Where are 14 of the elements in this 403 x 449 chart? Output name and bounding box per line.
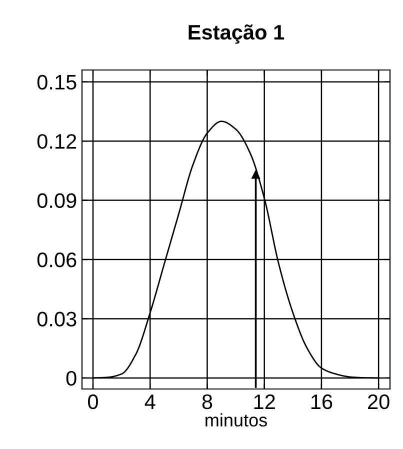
x-tick-label: 8 — [202, 394, 212, 410]
y-tick-label: 0.03 — [37, 312, 76, 326]
chart-title: Estação 1 — [188, 24, 284, 44]
x-axis-title: minutos — [206, 413, 267, 427]
y-tick-label: 0.12 — [37, 134, 76, 149]
y-tick-label: 0.09 — [37, 193, 76, 208]
y-tick-label: 0.06 — [37, 252, 76, 268]
x-tick-label: 16 — [311, 394, 332, 410]
y-tick-label: 0 — [66, 370, 76, 386]
y-tick-label: 0.15 — [37, 74, 76, 90]
x-tick-label: 20 — [368, 394, 390, 410]
x-tick-label: 0 — [88, 394, 98, 410]
x-tick-label: 12 — [254, 394, 275, 409]
x-tick-label: 4 — [144, 394, 156, 409]
